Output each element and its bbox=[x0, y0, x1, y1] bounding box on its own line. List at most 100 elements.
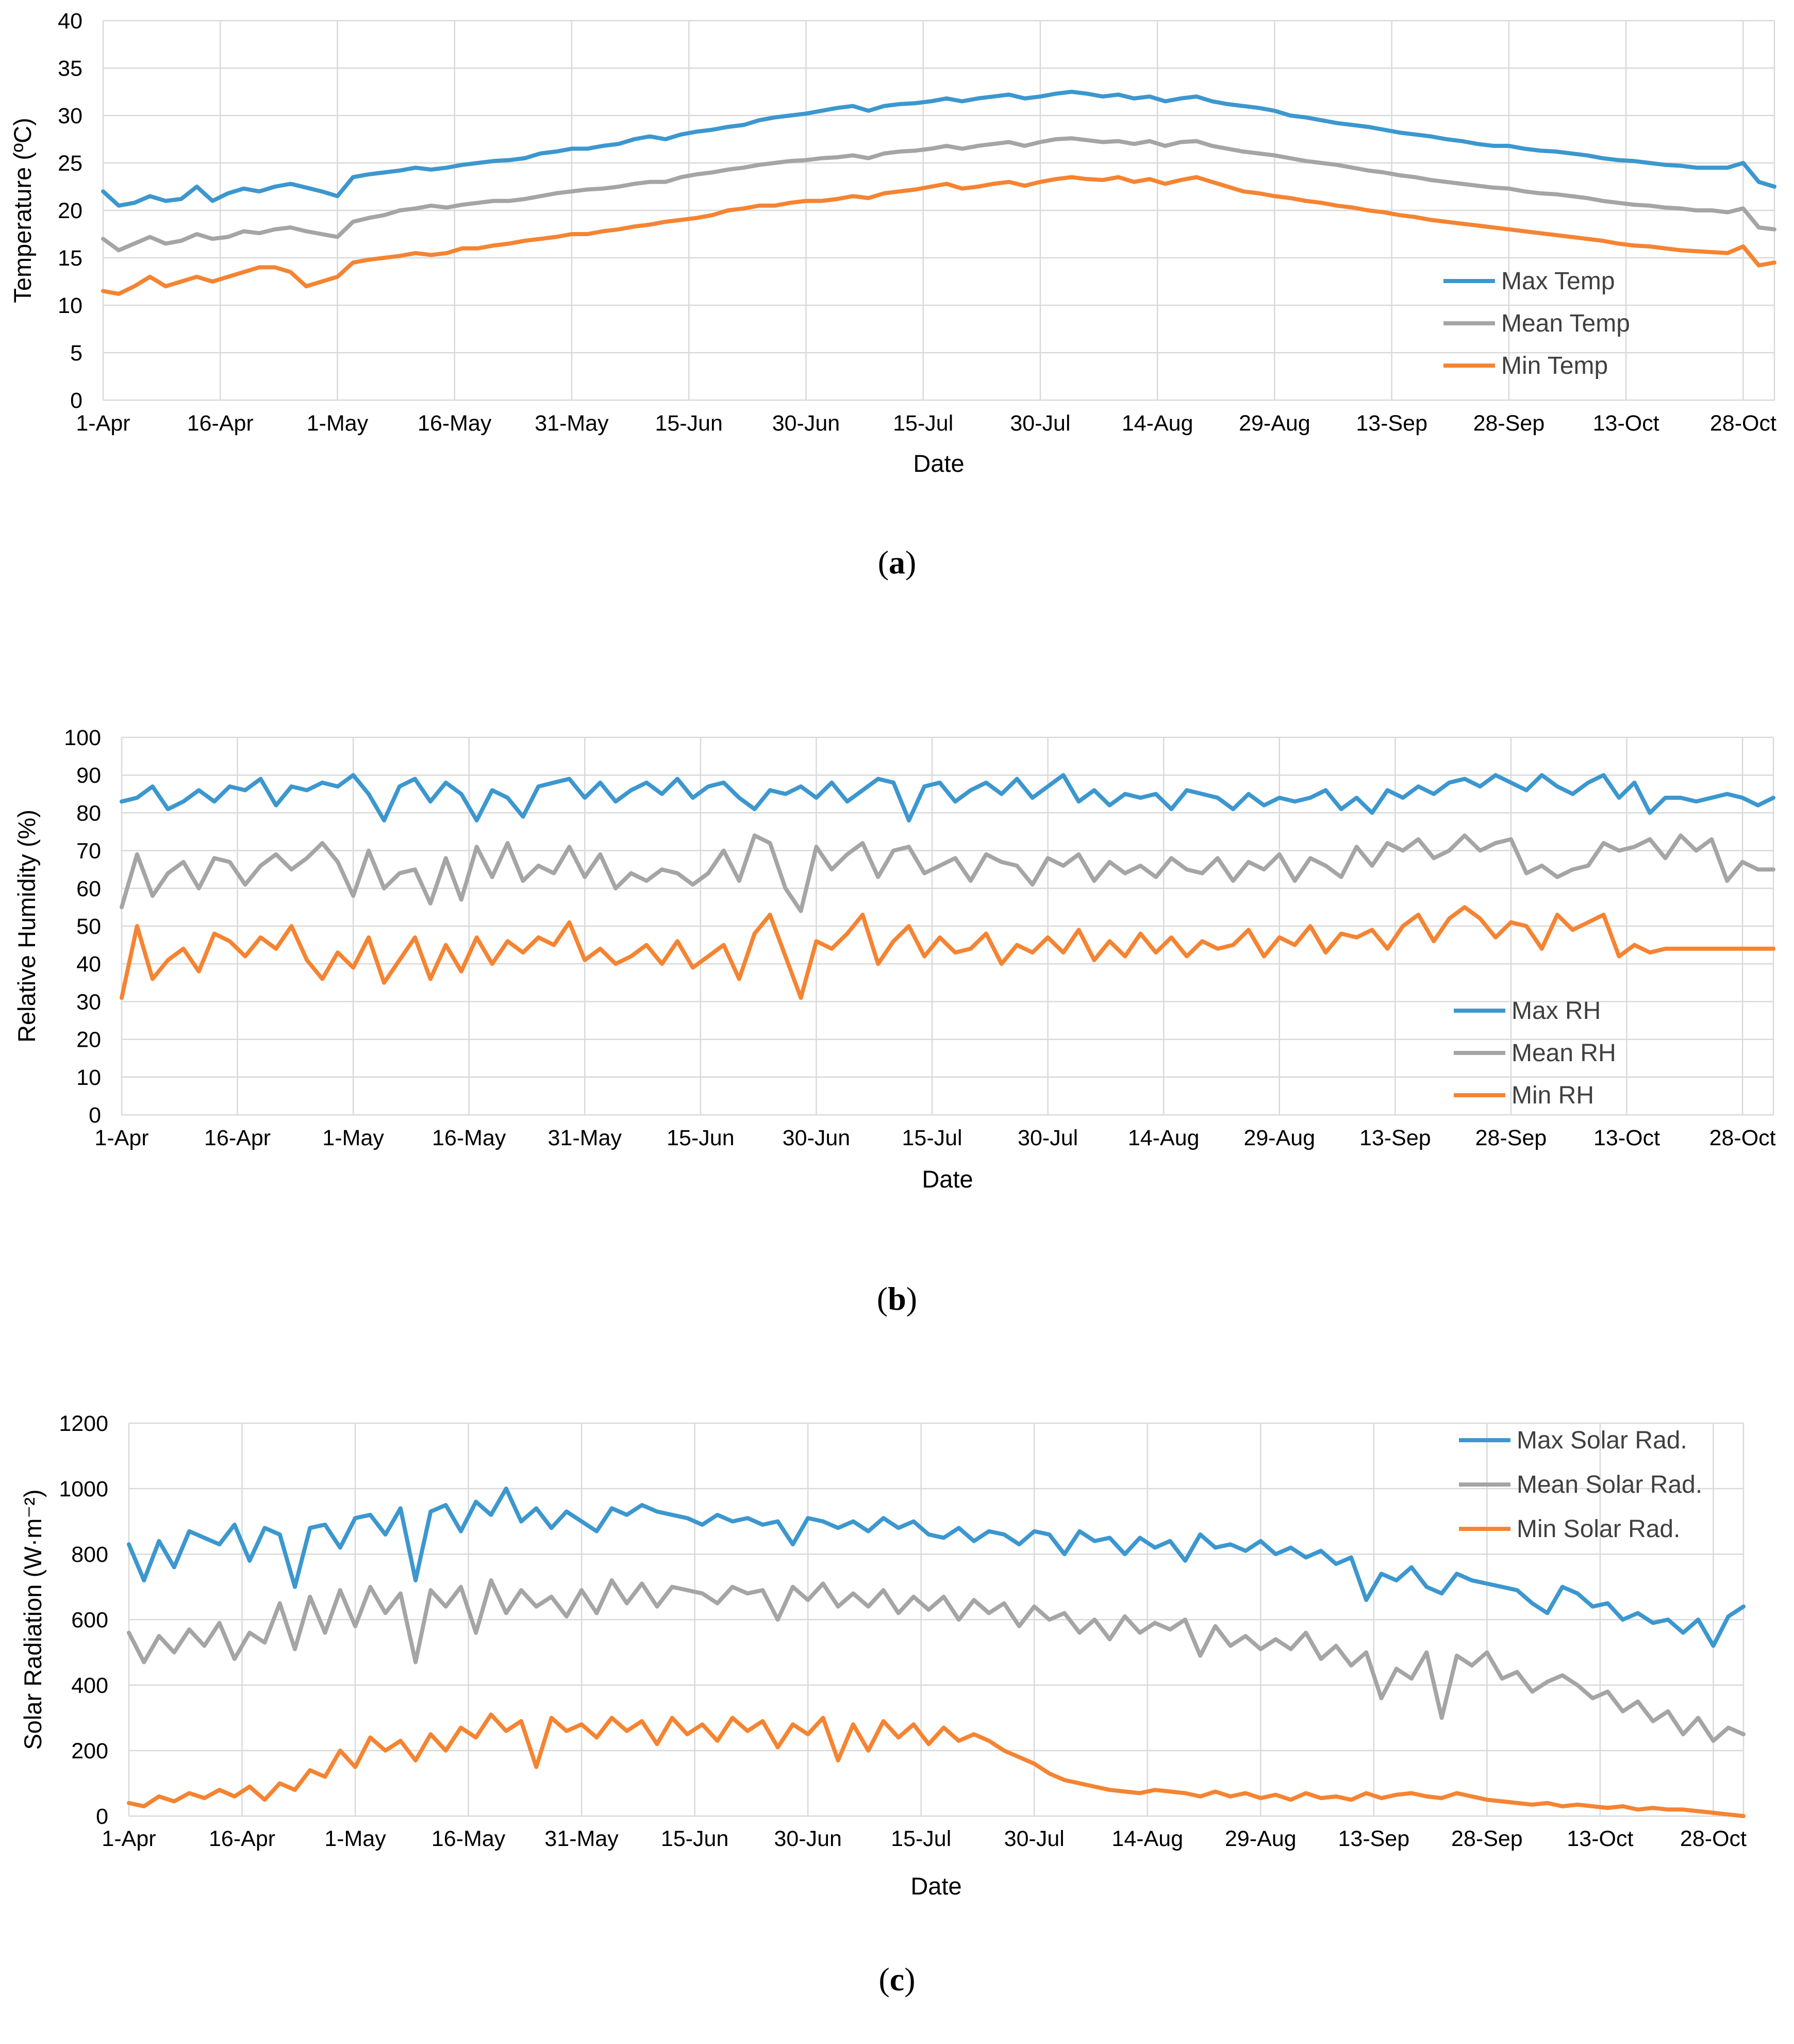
series-line-mean-rh bbox=[120, 833, 1775, 913]
x-tick-label: 14-Aug bbox=[1122, 411, 1193, 436]
legend-label: Max RH bbox=[1511, 997, 1601, 1025]
series-line-min-temp bbox=[101, 175, 1776, 296]
x-tick-label: 30-Jun bbox=[783, 1126, 850, 1150]
x-tick-label: 15-Jul bbox=[891, 1826, 951, 1851]
x-tick-label: 30-Jul bbox=[1004, 1826, 1065, 1851]
legend-label: Min Solar Rad. bbox=[1517, 1515, 1680, 1543]
x-tick-label: 1-May bbox=[307, 411, 369, 436]
series-line-max-rh bbox=[120, 773, 1775, 822]
x-axis-title: Date bbox=[910, 1872, 961, 1900]
x-tick-label: 28-Oct bbox=[1709, 1126, 1776, 1150]
panel-caption: (a) bbox=[878, 544, 917, 581]
y-tick-label: 5 bbox=[70, 341, 82, 366]
x-tick-label: 16-Apr bbox=[187, 411, 254, 436]
solar-radiation-chart: 0 200 400 600 800 1000 1200 1-Apr 16-Apr 1-May 16-… bbox=[19, 1411, 1747, 1998]
x-tick-label: 28-Sep bbox=[1473, 411, 1545, 436]
y-tick-label: 100 bbox=[64, 726, 101, 750]
x-tick-label: 16-May bbox=[431, 1826, 506, 1851]
y-tick-label: 10 bbox=[76, 1065, 101, 1090]
y-tick-label: 60 bbox=[76, 877, 101, 901]
x-tick-label: 1-May bbox=[324, 1826, 386, 1851]
y-tick-label: 30 bbox=[76, 990, 101, 1014]
x-tick-label: 30-Jun bbox=[774, 1826, 841, 1851]
x-tick-label: 13-Oct bbox=[1567, 1826, 1633, 1851]
x-tick-label: 30-Jul bbox=[1018, 1126, 1078, 1150]
x-tick-label: 13-Sep bbox=[1356, 411, 1427, 436]
chart-panel-humidity: 0 10 20 30 40 50 60 70 80 90 100 1-Apr 16-Apr 1-May 16… bbox=[0, 717, 1794, 1336]
x-tick-label: 14-Aug bbox=[1111, 1826, 1183, 1851]
legend-label: Mean RH bbox=[1511, 1040, 1616, 1067]
y-tick-label: 10 bbox=[58, 293, 82, 318]
y-tick-label: 25 bbox=[58, 151, 82, 176]
panel-caption: (b) bbox=[877, 1280, 917, 1317]
y-tick-label: 90 bbox=[76, 763, 101, 788]
y-tick-label: 30 bbox=[58, 104, 82, 128]
y-tick-label: 0 bbox=[96, 1804, 108, 1829]
series-line-mean-solar-rad bbox=[127, 1578, 1746, 1743]
series-line-min-rh bbox=[120, 905, 1775, 1000]
y-tick-label: 50 bbox=[76, 914, 101, 939]
x-tick-label: 1-Apr bbox=[102, 1826, 156, 1851]
y-tick-label: 1000 bbox=[59, 1477, 108, 1502]
legend-label: Mean Solar Rad. bbox=[1517, 1471, 1702, 1498]
humidity-chart: 0 10 20 30 40 50 60 70 80 90 100 1-Apr 16-Apr 1-May 16… bbox=[13, 726, 1776, 1317]
x-tick-label: 15-Jun bbox=[661, 1826, 728, 1851]
legend-label: Max Solar Rad. bbox=[1517, 1427, 1687, 1454]
chart-panel-solar-radiation: 0 200 400 600 800 1000 1200 1-Apr 16-Apr 1-May 16-… bbox=[0, 1392, 1794, 2044]
x-tick-label: 1-Apr bbox=[76, 411, 130, 436]
panel-caption: (c) bbox=[878, 1961, 915, 1998]
y-tick-label: 20 bbox=[76, 1028, 101, 1052]
y-tick-label: 40 bbox=[58, 9, 82, 34]
y-tick-label: 35 bbox=[58, 56, 82, 81]
y-axis-title: Solar Radiation (W·m⁻²) bbox=[19, 1489, 46, 1750]
x-tick-label: 13-Oct bbox=[1593, 1126, 1660, 1150]
y-axis-title: Relative Humidity (%) bbox=[13, 810, 40, 1043]
x-tick-label: 16-May bbox=[418, 411, 492, 436]
x-tick-label: 29-Aug bbox=[1243, 1126, 1315, 1150]
x-tick-label: 31-May bbox=[535, 411, 609, 436]
legend-label: Min Temp bbox=[1501, 352, 1608, 380]
y-tick-label: 800 bbox=[71, 1542, 108, 1567]
legend-label: Max Temp bbox=[1501, 268, 1615, 295]
x-tick-label: 13-Oct bbox=[1593, 411, 1659, 436]
x-tick-label: 31-May bbox=[544, 1826, 619, 1851]
x-tick-label: 16-Apr bbox=[209, 1826, 275, 1851]
y-tick-label: 40 bbox=[76, 952, 101, 977]
y-tick-label: 0 bbox=[89, 1103, 101, 1128]
x-tick-label: 29-Aug bbox=[1239, 411, 1310, 436]
y-axis-title: Temperature (ºC) bbox=[9, 118, 36, 303]
chart-panel-temperature: 0 5 10 15 20 25 30 35 40 1-Apr 16-Apr 1-May 16-May 31… bbox=[0, 0, 1794, 608]
x-tick-label: 1-May bbox=[322, 1126, 384, 1150]
x-tick-label: 28-Sep bbox=[1475, 1126, 1547, 1150]
y-tick-label: 400 bbox=[71, 1673, 108, 1698]
x-axis-title: Date bbox=[913, 450, 964, 477]
x-tick-label: 1-Apr bbox=[94, 1126, 148, 1150]
legend-label: Min RH bbox=[1511, 1082, 1594, 1109]
series-line-mean-temp bbox=[101, 136, 1776, 253]
y-tick-label: 1200 bbox=[59, 1411, 108, 1436]
legend-label: Mean Temp bbox=[1501, 310, 1630, 337]
temperature-chart: 0 5 10 15 20 25 30 35 40 1-Apr 16-Apr 1-May 16-May 31… bbox=[9, 9, 1776, 581]
x-tick-label: 15-Jul bbox=[893, 411, 953, 436]
x-tick-label: 28-Oct bbox=[1710, 411, 1776, 436]
x-axis-title: Date bbox=[922, 1165, 973, 1193]
x-tick-label: 15-Jul bbox=[902, 1126, 962, 1150]
x-tick-label: 15-Jun bbox=[655, 411, 722, 436]
x-tick-label: 31-May bbox=[548, 1126, 622, 1150]
x-tick-label: 15-Jun bbox=[667, 1126, 734, 1150]
x-tick-label: 28-Sep bbox=[1451, 1826, 1523, 1851]
y-tick-label: 80 bbox=[76, 801, 101, 826]
x-tick-label: 14-Aug bbox=[1128, 1126, 1200, 1150]
x-tick-label: 16-May bbox=[432, 1126, 506, 1150]
x-tick-label: 29-Aug bbox=[1225, 1826, 1297, 1851]
y-tick-label: 600 bbox=[71, 1608, 108, 1633]
x-tick-label: 30-Jun bbox=[772, 411, 840, 436]
series-line-max-solar-rad bbox=[127, 1487, 1746, 1648]
y-tick-label: 15 bbox=[58, 246, 82, 271]
x-tick-label: 28-Oct bbox=[1680, 1826, 1747, 1851]
y-tick-label: 200 bbox=[71, 1739, 108, 1763]
x-tick-label: 13-Sep bbox=[1338, 1826, 1410, 1851]
x-tick-label: 16-Apr bbox=[204, 1126, 271, 1150]
y-tick-label: 20 bbox=[58, 199, 82, 223]
x-tick-label: 30-Jul bbox=[1010, 411, 1070, 436]
